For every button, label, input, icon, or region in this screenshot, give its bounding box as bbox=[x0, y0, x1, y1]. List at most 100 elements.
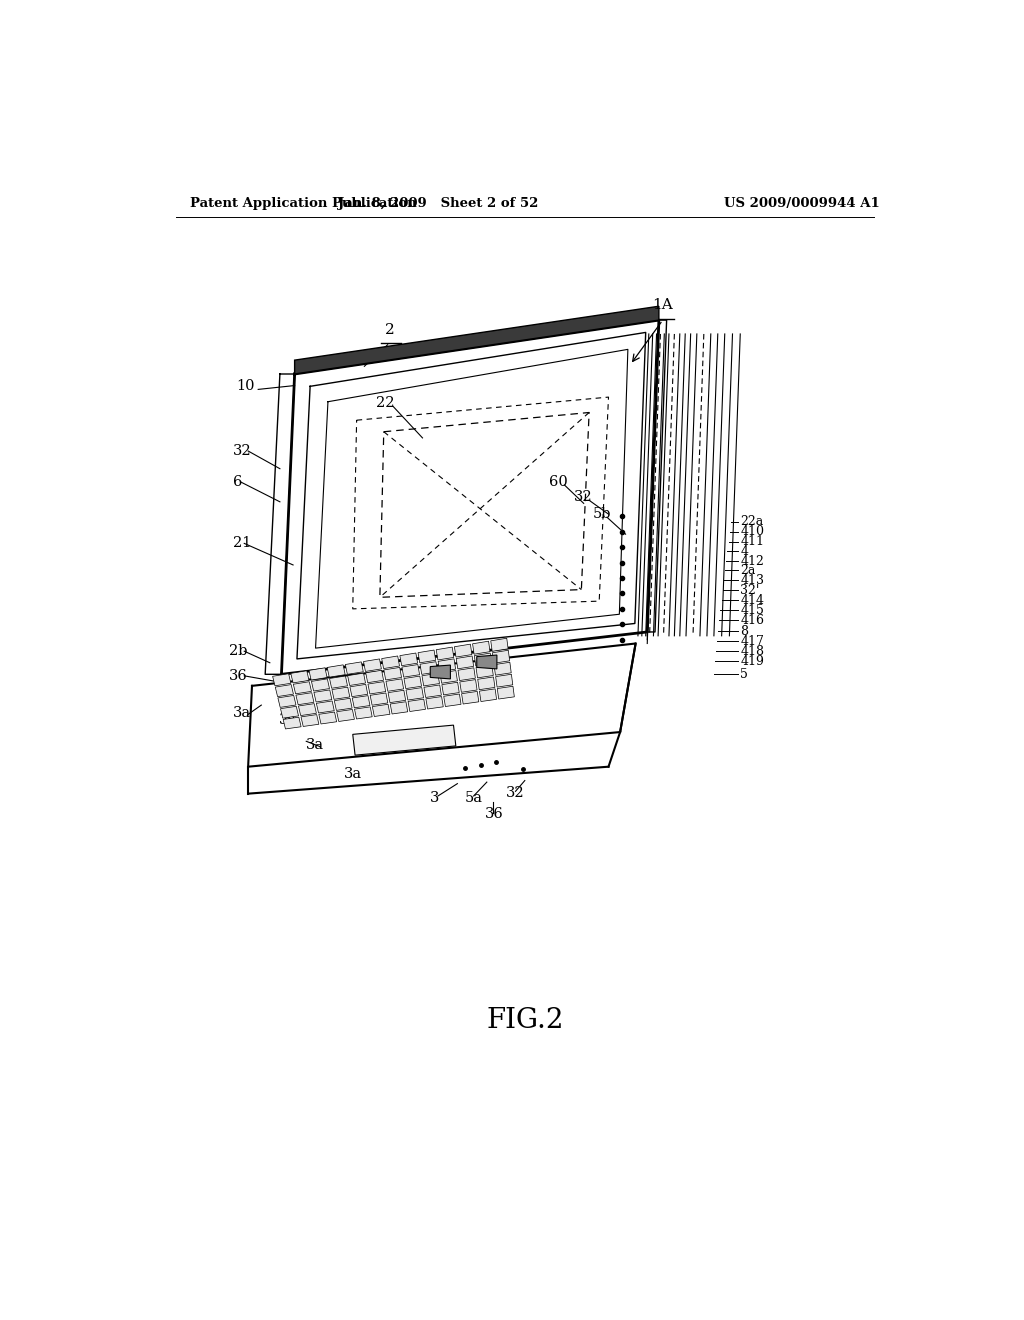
Text: 412: 412 bbox=[740, 554, 764, 568]
Text: 414: 414 bbox=[740, 594, 764, 607]
Polygon shape bbox=[350, 684, 368, 697]
Polygon shape bbox=[291, 671, 309, 682]
Polygon shape bbox=[318, 711, 337, 723]
Text: 60: 60 bbox=[549, 475, 567, 488]
Polygon shape bbox=[364, 659, 381, 672]
Polygon shape bbox=[498, 686, 514, 700]
Polygon shape bbox=[408, 700, 426, 711]
Polygon shape bbox=[478, 677, 495, 689]
Polygon shape bbox=[311, 678, 330, 692]
Polygon shape bbox=[390, 702, 408, 714]
Text: FIG.2: FIG.2 bbox=[486, 1007, 563, 1035]
Text: 22: 22 bbox=[376, 396, 394, 411]
Polygon shape bbox=[436, 647, 454, 660]
Polygon shape bbox=[272, 673, 291, 686]
Polygon shape bbox=[386, 678, 403, 692]
Polygon shape bbox=[332, 688, 350, 700]
Text: 21: 21 bbox=[232, 536, 251, 550]
Text: 5b: 5b bbox=[593, 507, 611, 521]
Polygon shape bbox=[337, 709, 354, 722]
Polygon shape bbox=[301, 714, 318, 726]
Polygon shape bbox=[422, 673, 439, 686]
Polygon shape bbox=[473, 642, 490, 655]
Polygon shape bbox=[298, 704, 316, 715]
Polygon shape bbox=[476, 665, 494, 678]
Text: 32: 32 bbox=[573, 490, 592, 504]
Text: 4: 4 bbox=[740, 545, 749, 557]
Polygon shape bbox=[334, 698, 352, 710]
Text: 5a: 5a bbox=[464, 791, 482, 804]
Polygon shape bbox=[494, 663, 511, 675]
Text: 32: 32 bbox=[506, 785, 525, 800]
Polygon shape bbox=[496, 675, 513, 688]
Text: 2b: 2b bbox=[228, 644, 247, 659]
Text: 2a: 2a bbox=[740, 564, 756, 577]
Polygon shape bbox=[314, 690, 332, 702]
Polygon shape bbox=[474, 653, 492, 667]
Text: 32: 32 bbox=[232, 444, 251, 458]
Polygon shape bbox=[401, 664, 420, 677]
Text: Jan. 8, 2009   Sheet 2 of 52: Jan. 8, 2009 Sheet 2 of 52 bbox=[338, 197, 539, 210]
Text: 22a: 22a bbox=[740, 515, 764, 528]
Polygon shape bbox=[455, 644, 472, 657]
Polygon shape bbox=[403, 676, 422, 689]
Polygon shape bbox=[293, 681, 311, 694]
Text: 416: 416 bbox=[740, 614, 764, 627]
Text: 6: 6 bbox=[232, 475, 242, 488]
Polygon shape bbox=[345, 661, 364, 675]
Polygon shape bbox=[309, 668, 327, 680]
Text: 2: 2 bbox=[385, 323, 395, 337]
Polygon shape bbox=[382, 656, 399, 668]
Polygon shape bbox=[370, 693, 388, 705]
Polygon shape bbox=[281, 706, 299, 718]
Polygon shape bbox=[278, 696, 296, 708]
Polygon shape bbox=[373, 705, 390, 717]
Polygon shape bbox=[442, 682, 459, 694]
Text: 36: 36 bbox=[484, 808, 503, 821]
Polygon shape bbox=[424, 685, 441, 697]
Text: 1A: 1A bbox=[652, 298, 673, 313]
Polygon shape bbox=[327, 665, 345, 677]
Polygon shape bbox=[458, 668, 475, 681]
Text: 10: 10 bbox=[237, 379, 255, 393]
Text: 8: 8 bbox=[740, 624, 749, 638]
Polygon shape bbox=[354, 708, 372, 719]
Text: 418: 418 bbox=[740, 644, 764, 657]
Polygon shape bbox=[275, 685, 294, 697]
Polygon shape bbox=[493, 651, 510, 663]
Polygon shape bbox=[457, 656, 474, 669]
Polygon shape bbox=[443, 694, 461, 706]
Polygon shape bbox=[399, 653, 418, 665]
Polygon shape bbox=[418, 649, 435, 663]
Polygon shape bbox=[388, 690, 406, 702]
Polygon shape bbox=[490, 639, 508, 651]
Polygon shape bbox=[284, 717, 301, 729]
Text: 3a: 3a bbox=[280, 714, 297, 727]
Polygon shape bbox=[440, 671, 458, 684]
Polygon shape bbox=[462, 692, 479, 704]
Polygon shape bbox=[368, 681, 386, 694]
Text: US 2009/0009944 A1: US 2009/0009944 A1 bbox=[724, 197, 880, 210]
Polygon shape bbox=[479, 689, 497, 701]
Text: Patent Application Publication: Patent Application Publication bbox=[190, 197, 417, 210]
Text: 419: 419 bbox=[740, 655, 764, 668]
Text: 5: 5 bbox=[740, 668, 749, 681]
Polygon shape bbox=[477, 655, 497, 669]
Polygon shape bbox=[330, 676, 347, 688]
Text: 3: 3 bbox=[430, 791, 439, 804]
Polygon shape bbox=[420, 661, 437, 675]
Text: 32': 32' bbox=[740, 583, 760, 597]
Text: 417: 417 bbox=[740, 635, 764, 648]
Text: 413: 413 bbox=[740, 574, 764, 587]
Polygon shape bbox=[366, 671, 384, 682]
Polygon shape bbox=[406, 688, 424, 700]
Polygon shape bbox=[295, 306, 658, 374]
Polygon shape bbox=[430, 665, 451, 678]
Text: 36: 36 bbox=[228, 669, 248, 682]
Text: 3a: 3a bbox=[343, 767, 361, 781]
Polygon shape bbox=[460, 680, 477, 692]
Polygon shape bbox=[438, 659, 456, 672]
Polygon shape bbox=[384, 668, 401, 680]
Text: 3a: 3a bbox=[306, 738, 325, 752]
Polygon shape bbox=[347, 673, 366, 685]
